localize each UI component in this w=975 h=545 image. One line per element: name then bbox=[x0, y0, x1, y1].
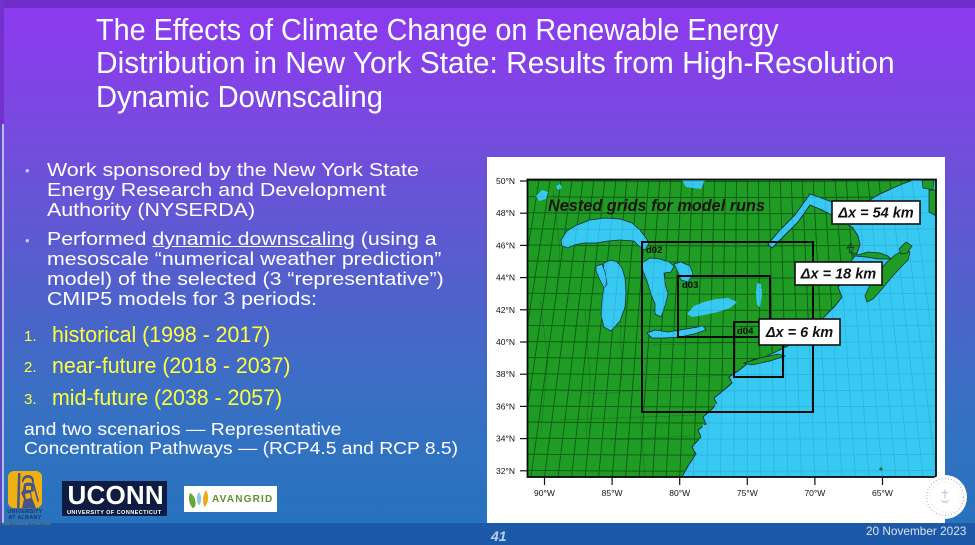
svg-text:Nested grids for model runs: Nested grids for model runs bbox=[548, 197, 765, 215]
svg-text:50°N: 50°N bbox=[496, 176, 515, 186]
svg-text:d02: d02 bbox=[646, 245, 662, 256]
svg-text:Δx = 6 km: Δx = 6 km bbox=[765, 325, 833, 341]
svg-text:34°N: 34°N bbox=[496, 434, 515, 444]
svg-text:36°N: 36°N bbox=[496, 401, 515, 411]
svg-text:42°N: 42°N bbox=[496, 305, 515, 315]
svg-text:d03: d03 bbox=[682, 280, 698, 291]
svg-text:90°W: 90°W bbox=[534, 488, 555, 498]
svg-text:80°W: 80°W bbox=[669, 488, 690, 498]
svg-text:85°W: 85°W bbox=[602, 488, 623, 498]
svg-text:d04: d04 bbox=[737, 326, 754, 337]
svg-text:48°N: 48°N bbox=[496, 208, 515, 218]
svg-text:38°N: 38°N bbox=[496, 369, 515, 379]
svg-text:46°N: 46°N bbox=[496, 240, 515, 250]
svg-text:Δx = 18 km: Δx = 18 km bbox=[800, 267, 877, 283]
svg-text:40°N: 40°N bbox=[496, 337, 515, 347]
svg-text:75°W: 75°W bbox=[737, 488, 758, 498]
svg-text:32°N: 32°N bbox=[496, 466, 515, 476]
svg-text:44°N: 44°N bbox=[496, 273, 515, 283]
svg-text:70°W: 70°W bbox=[804, 488, 825, 498]
svg-text:65°W: 65°W bbox=[872, 488, 893, 498]
svg-text:Δx = 54 km: Δx = 54 km bbox=[837, 206, 914, 222]
